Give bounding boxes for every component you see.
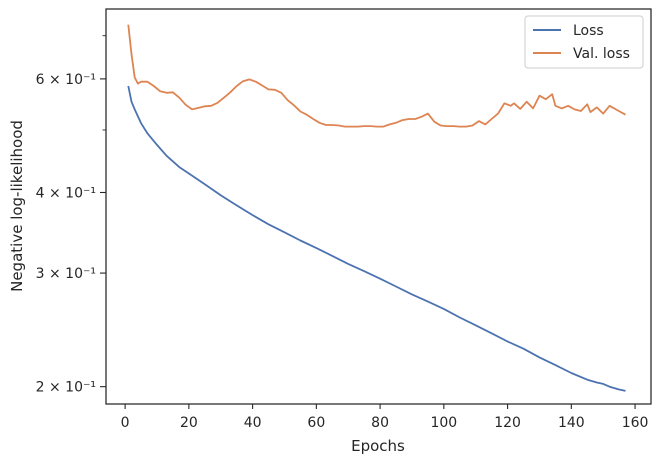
y-axis-label: Negative log-likelihood xyxy=(8,120,26,292)
y-tick-label: 4 × 10⁻¹ xyxy=(36,185,96,201)
legend: Loss Val. loss xyxy=(524,15,644,69)
series-line-val-loss xyxy=(127,24,626,128)
x-tick-label: 0 xyxy=(121,415,130,431)
legend-label-loss: Loss xyxy=(573,23,604,39)
x-tick-label: 140 xyxy=(558,415,585,431)
plot-frame xyxy=(105,8,652,405)
x-tick-label: 100 xyxy=(430,415,457,431)
x-axis-label: Epochs xyxy=(351,437,405,455)
x-tick-label: 60 xyxy=(307,415,325,431)
series-line-loss xyxy=(127,85,626,392)
x-tick-label: 20 xyxy=(180,415,198,431)
y-axis: 2 × 10⁻¹ 3 × 10⁻¹ 4 × 10⁻¹ 6 × 10⁻¹ xyxy=(36,35,106,396)
x-tick-label: 160 xyxy=(622,415,649,431)
series-layer xyxy=(127,24,626,392)
legend-label-val-loss: Val. loss xyxy=(573,46,630,62)
x-tick-label: 40 xyxy=(244,415,262,431)
y-tick-label: 6 × 10⁻¹ xyxy=(36,72,96,88)
y-tick-label: 3 × 10⁻¹ xyxy=(36,266,96,282)
x-tick-label: 120 xyxy=(494,415,521,431)
x-tick-label: 80 xyxy=(371,415,389,431)
x-axis: 0 20 40 60 80 100 120 140 160 xyxy=(121,404,649,431)
y-tick-label: 2 × 10⁻¹ xyxy=(36,380,96,396)
